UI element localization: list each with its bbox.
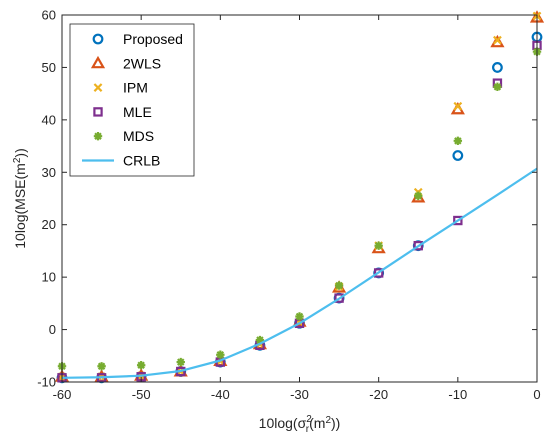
y-tick-label: 0: [49, 322, 56, 337]
data-point-proposed: [452, 150, 464, 161]
y-tick-label: 40: [42, 112, 56, 127]
legend-label: MLE: [123, 104, 152, 120]
legend-label: IPM: [123, 80, 148, 96]
data-point-mds: [97, 362, 106, 371]
x-tick-label: 0: [533, 387, 540, 402]
data-point-mle: [373, 268, 384, 278]
legend-label: 2WLS: [123, 55, 161, 71]
data-point-proposed: [492, 62, 503, 73]
data-point-mds: [453, 136, 463, 146]
legend-label: CRLB: [123, 153, 160, 169]
legend-item-mds: MDS: [93, 128, 154, 144]
y-tick-label: 50: [42, 60, 56, 75]
x-tick-label: -40: [211, 387, 230, 402]
legend-marker: [93, 83, 103, 92]
legend-item-ipm: IPM: [93, 80, 148, 96]
x-tick-label: -50: [132, 387, 151, 402]
legend-label: Proposed: [123, 31, 183, 47]
data-point-ipm: [493, 35, 502, 45]
x-axis-ticks: -60 -50 -40 -30 -20 -10 0: [53, 15, 541, 402]
y-tick-label: 30: [42, 165, 56, 180]
series-crlb: [61, 167, 538, 379]
data-point-mds: [216, 350, 225, 359]
data-point-mds: [414, 191, 423, 201]
data-point-mle: [334, 293, 344, 303]
y-axis-label: 10log(MSE(m2)): [12, 148, 28, 248]
y-tick-label: -10: [37, 375, 56, 390]
legend: Proposed 2WLS IPM MLE MDS CRLB: [69, 23, 195, 177]
data-point-mds: [176, 357, 185, 367]
data-point-mds: [136, 361, 146, 370]
y-tick-label: 20: [42, 217, 56, 232]
data-point-mds: [493, 82, 502, 92]
x-tick-label: -10: [448, 387, 467, 402]
y-tick-label: 60: [42, 8, 56, 23]
legend-item-mle: MLE: [93, 104, 152, 120]
data-point-mds: [334, 281, 344, 290]
y-axis-ticks: -10 0 10 20 30 40 50 60: [37, 8, 537, 390]
data-point-mds: [295, 312, 304, 321]
data-point-mle: [413, 240, 423, 251]
data-point-mds: [255, 335, 265, 345]
legend-label: MDS: [123, 128, 154, 144]
x-axis-label: 10log(σ2 r(m2)): [259, 414, 341, 435]
legend-marker: [93, 107, 103, 117]
legend-box: [69, 23, 195, 177]
x-tick-label: -30: [290, 387, 309, 402]
legend-item-proposed: Proposed: [92, 31, 183, 47]
legend-marker: [92, 33, 104, 45]
legend-item-crlb: CRLB: [82, 153, 160, 169]
legend-marker: [93, 132, 103, 141]
series-line-crlb: [61, 167, 538, 379]
x-tick-label: -20: [369, 387, 388, 402]
x-tick-label: -60: [53, 387, 72, 402]
data-point-mds: [374, 241, 383, 250]
data-point-ipm: [453, 101, 463, 111]
data-point-mle: [453, 215, 463, 226]
y-tick-label: 10: [42, 270, 56, 285]
legend-marker: [90, 55, 106, 69]
legend-item-2wls: 2WLS: [90, 55, 161, 71]
